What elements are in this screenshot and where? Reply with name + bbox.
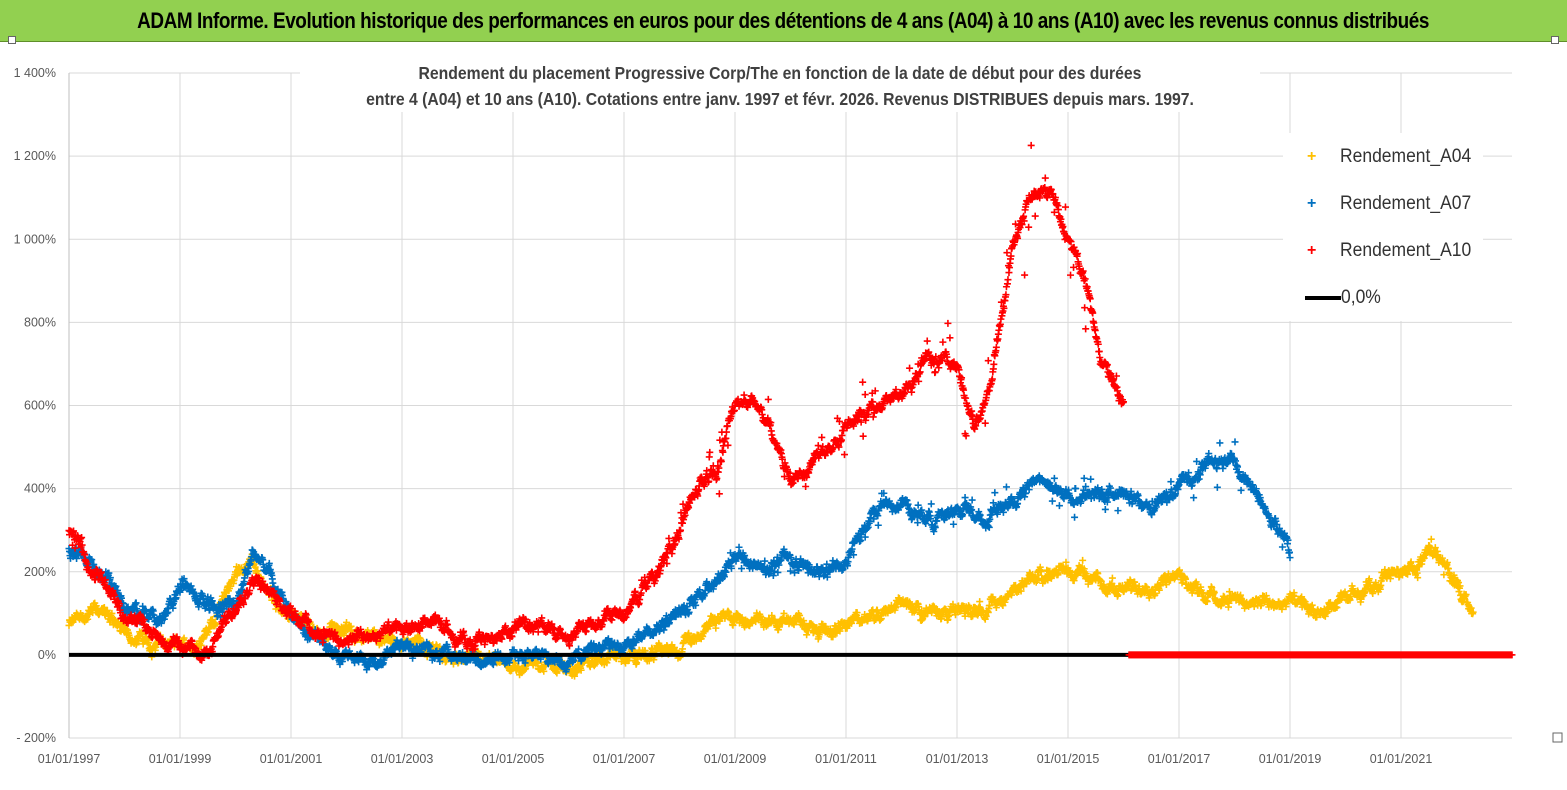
chart: - 200% 0% 200% 400% 600% 800% 1 000% 1 200% 1 40… bbox=[14, 66, 1563, 766]
data-point bbox=[735, 543, 743, 551]
y-tick-label: 200% bbox=[24, 565, 56, 579]
data-point bbox=[1114, 507, 1122, 515]
banner-title: ADAM Informe. Evolution historique des p… bbox=[137, 7, 1430, 33]
data-point bbox=[968, 496, 976, 504]
y-tick-label: - 200% bbox=[16, 731, 56, 745]
data-point bbox=[180, 634, 188, 642]
x-tick-label: 01/01/2015 bbox=[1037, 752, 1100, 766]
x-tick-label: 01/01/2013 bbox=[926, 752, 989, 766]
data-marks bbox=[65, 141, 1516, 680]
data-point bbox=[254, 567, 262, 575]
data-point bbox=[1101, 505, 1109, 513]
data-point bbox=[1048, 497, 1056, 505]
y-tick-label: 600% bbox=[24, 399, 56, 413]
data-point bbox=[212, 620, 220, 628]
y-tick-label: 1 200% bbox=[14, 149, 56, 163]
data-point bbox=[976, 598, 984, 606]
data-point bbox=[1002, 483, 1010, 491]
data-point bbox=[108, 609, 116, 617]
y-tick-label: 800% bbox=[24, 315, 56, 329]
y-tick-label: 0% bbox=[38, 648, 56, 662]
x-tick-label: 01/01/2011 bbox=[815, 752, 877, 766]
series-rendement-a07 bbox=[65, 438, 1294, 676]
data-point bbox=[1087, 475, 1095, 483]
x-tick-label: 01/01/2007 bbox=[593, 752, 656, 766]
data-point bbox=[991, 489, 999, 497]
data-point bbox=[1080, 474, 1088, 482]
banner: ADAM Informe. Evolution historique des p… bbox=[0, 0, 1567, 44]
x-tick-label: 01/01/2019 bbox=[1259, 752, 1322, 766]
y-tick-label: 1 400% bbox=[14, 66, 56, 80]
x-axis-ticks: 01/01/1997 01/01/1999 01/01/2001 01/01/2003… bbox=[38, 752, 1433, 766]
data-point bbox=[197, 641, 205, 649]
y-tick-label: 400% bbox=[24, 482, 56, 496]
x-tick-label: 01/01/1999 bbox=[149, 752, 212, 766]
x-tick-label: 01/01/1997 bbox=[38, 752, 101, 766]
x-tick-label: 01/01/2017 bbox=[1148, 752, 1211, 766]
data-point bbox=[1079, 556, 1087, 564]
y-tick-label: 1 000% bbox=[14, 232, 56, 246]
data-point bbox=[1072, 485, 1080, 493]
data-point bbox=[927, 500, 935, 508]
data-point bbox=[1055, 502, 1063, 510]
x-tick-label: 01/01/2001 bbox=[260, 752, 323, 766]
x-tick-label: 01/01/2003 bbox=[371, 752, 434, 766]
resize-handle-icon[interactable] bbox=[1551, 36, 1559, 44]
x-tick-label: 01/01/2005 bbox=[482, 752, 545, 766]
resize-handle-icon[interactable] bbox=[8, 36, 16, 44]
data-point bbox=[874, 521, 882, 529]
x-tick-label: 01/01/2021 bbox=[1370, 752, 1433, 766]
data-point bbox=[949, 520, 957, 528]
y-axis-ticks: - 200% 0% 200% 400% 600% 800% 1 000% 1 200% 1 40… bbox=[14, 66, 56, 745]
x-tick-label: 01/01/2009 bbox=[704, 752, 767, 766]
data-point bbox=[1427, 535, 1435, 543]
data-point bbox=[1071, 513, 1079, 521]
data-point bbox=[1050, 474, 1058, 482]
data-point bbox=[138, 630, 146, 638]
